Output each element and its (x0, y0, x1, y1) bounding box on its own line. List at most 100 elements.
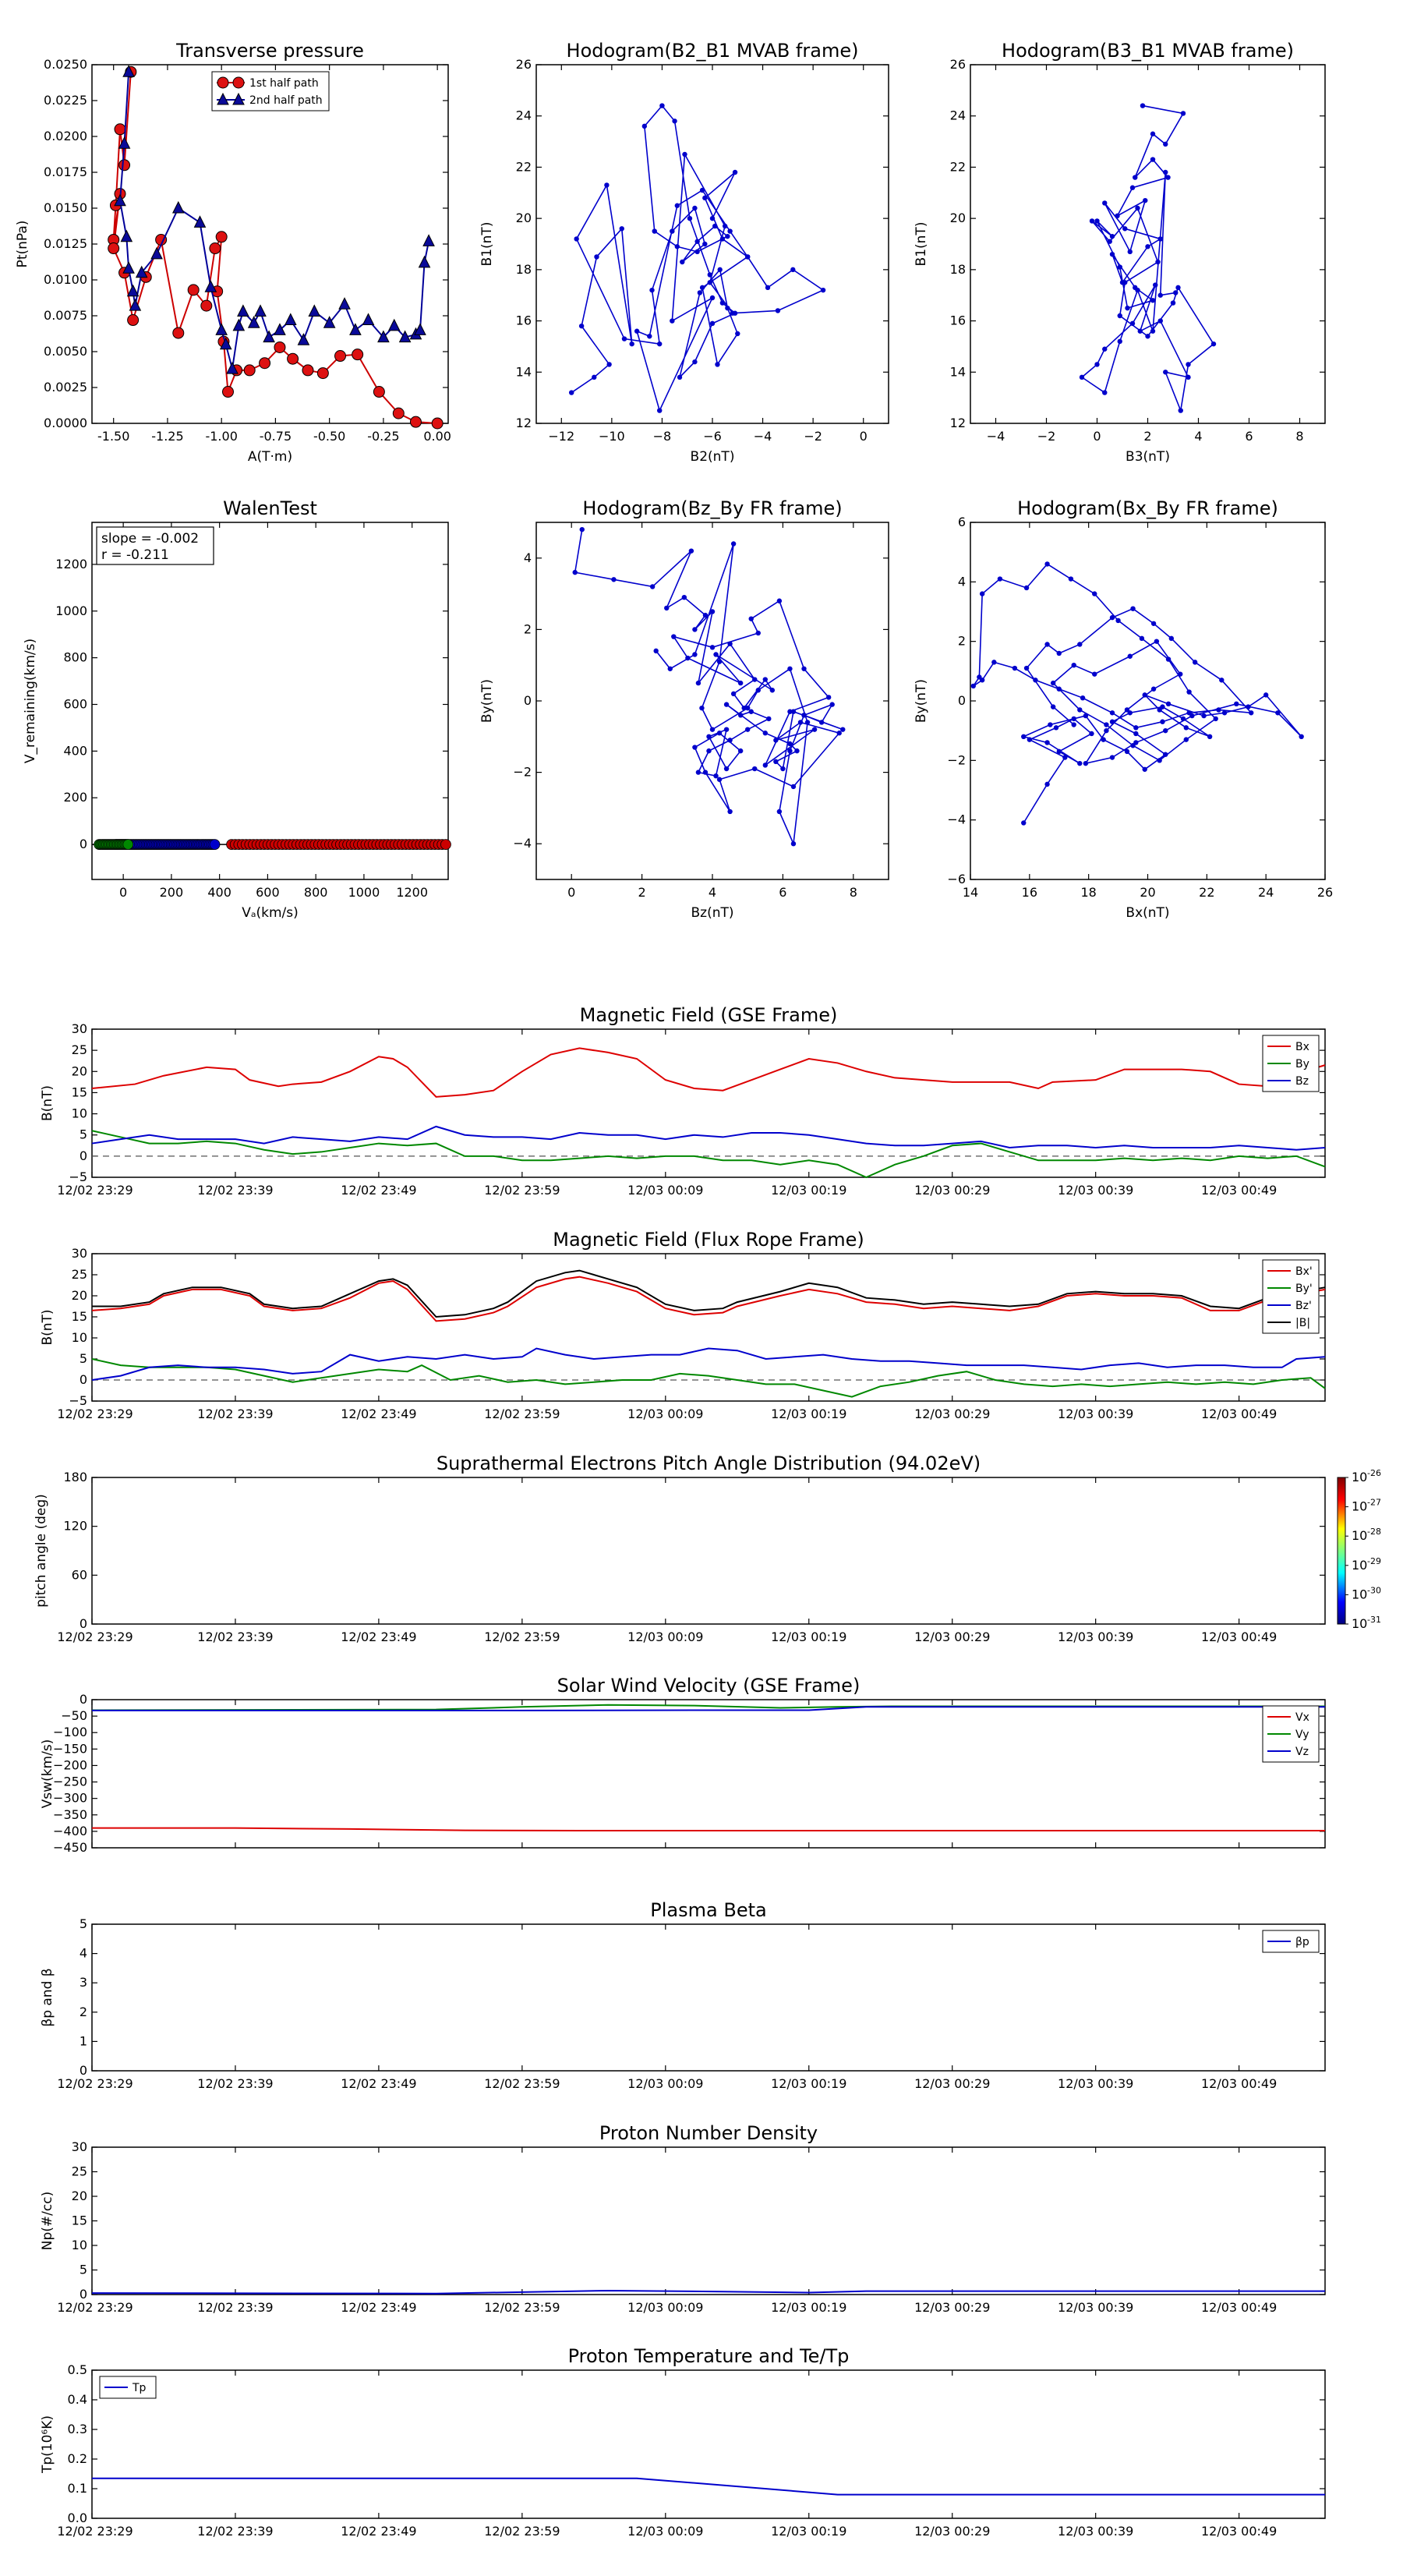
data-point (243, 364, 256, 377)
data-point (709, 727, 716, 732)
series-line-data (91, 2289, 1325, 2295)
x-tick-label: 0 (119, 885, 127, 900)
x-tick-label: 12/02 23:39 (197, 1629, 273, 1644)
x-tick-label: 0.00 (423, 429, 451, 444)
plot-frame (970, 522, 1326, 880)
data-point (699, 187, 705, 193)
y-axis-label: pitch angle (deg) (34, 1494, 49, 1608)
legend-label: By' (1295, 1283, 1313, 1295)
data-point (818, 720, 825, 725)
data-point (1183, 737, 1189, 742)
x-tick-label: 12/03 00:29 (914, 2524, 990, 2539)
y-tick-label: −6 (947, 872, 966, 886)
data-point (1192, 660, 1198, 665)
data-point (647, 334, 652, 339)
y-tick-label: 25 (72, 1042, 87, 1057)
y-tick-label: 0 (80, 1692, 87, 1707)
data-point (752, 766, 758, 772)
x-tick-label: 12/02 23:29 (57, 2076, 133, 2091)
y-axis-label: B1(nT) (914, 222, 929, 267)
legend-label: |B| (1295, 1317, 1310, 1329)
data-point (1234, 701, 1239, 707)
chart-title: Plasma Beta (650, 1899, 766, 1921)
x-tick-label: 24 (1258, 885, 1274, 900)
y-tick-label: 15 (72, 1085, 87, 1099)
data-point (1168, 635, 1175, 642)
data-point (709, 645, 716, 650)
x-tick-label: 2 (638, 885, 646, 900)
data-point (232, 318, 246, 331)
data-point (1109, 251, 1115, 257)
data-point (730, 691, 737, 697)
x-tick-label: 12/03 00:09 (627, 2524, 703, 2539)
colorbar-tick-label: 10 (1352, 1470, 1367, 1484)
chart-title: Proton Temperature and Te/Tp (568, 2345, 850, 2367)
data-point (706, 748, 712, 754)
y-tick-label: 0.5 (68, 2362, 87, 2377)
data-point (1150, 621, 1157, 626)
data-point (592, 374, 597, 380)
data-point (1104, 727, 1109, 734)
data-point (1050, 680, 1056, 686)
data-point (1023, 665, 1030, 671)
x-tick-label: 12/03 00:09 (627, 2300, 703, 2315)
data-point (840, 727, 846, 732)
plot-frame (91, 64, 449, 424)
y-tick-label: 22 (950, 159, 966, 174)
data-point (1101, 737, 1106, 742)
data-point (422, 234, 435, 246)
y-tick-label: 20 (950, 211, 966, 225)
x-tick-label: −2 (804, 429, 822, 444)
data-point (302, 364, 314, 377)
data-point (1056, 686, 1062, 692)
data-point (991, 660, 997, 665)
colorbar-tick-exponent: -30 (1367, 1585, 1381, 1595)
y-tick-label: 800 (63, 650, 87, 665)
data-point (217, 76, 229, 89)
colorbar-tick-label: 10 (1352, 1616, 1367, 1631)
data-point (1163, 169, 1168, 175)
data-point (572, 569, 578, 575)
data-point (392, 407, 405, 419)
y-tick-label: 600 (63, 696, 87, 711)
y-tick-label: −200 (53, 1757, 87, 1772)
data-point (114, 193, 126, 207)
data-point (717, 267, 723, 273)
y-tick-label: 24 (516, 108, 532, 123)
y-tick-label: 30 (72, 1246, 87, 1261)
y-tick-label: 0 (524, 693, 532, 708)
data-point (398, 330, 412, 343)
series-line-By' (91, 1358, 1326, 1398)
data-point (1077, 760, 1083, 766)
r-label: r = -0.211 (101, 547, 169, 563)
data-point (1089, 218, 1095, 224)
hodo3-panel: Hodogram(Bz_By FR frame) −4 −2 0 2 4 0 2 4 6 8 Bz(n… (479, 497, 889, 921)
series-line-|B| (92, 1269, 1326, 1318)
data-point (135, 265, 148, 278)
data-point (1165, 656, 1172, 662)
data-point (209, 242, 221, 255)
data-point (1044, 642, 1050, 647)
data-point (727, 809, 733, 815)
legend-label: Vz (1295, 1746, 1309, 1758)
data-point (1160, 719, 1165, 724)
data-point (1129, 185, 1136, 190)
y-tick-label: 0 (80, 2287, 87, 2302)
data-point (1246, 704, 1251, 709)
data-point (274, 323, 286, 335)
y-axis-label: B(nT) (40, 1309, 55, 1345)
hodogram-line (574, 529, 843, 847)
x-tick-label: 800 (304, 885, 328, 900)
data-point (323, 316, 336, 328)
data-point (1180, 716, 1186, 722)
data-point (284, 313, 297, 326)
y-tick-label: 4 (958, 574, 966, 589)
x-tick-label: 12/02 23:39 (197, 1183, 273, 1198)
data-point (677, 374, 683, 380)
data-point (1109, 710, 1115, 716)
data-point (670, 318, 675, 324)
y-axis-label: B(nT) (40, 1085, 55, 1121)
data-point (204, 280, 217, 292)
y-tick-label: 14 (950, 364, 966, 379)
x-tick-label: 12/02 23:29 (57, 1629, 133, 1644)
